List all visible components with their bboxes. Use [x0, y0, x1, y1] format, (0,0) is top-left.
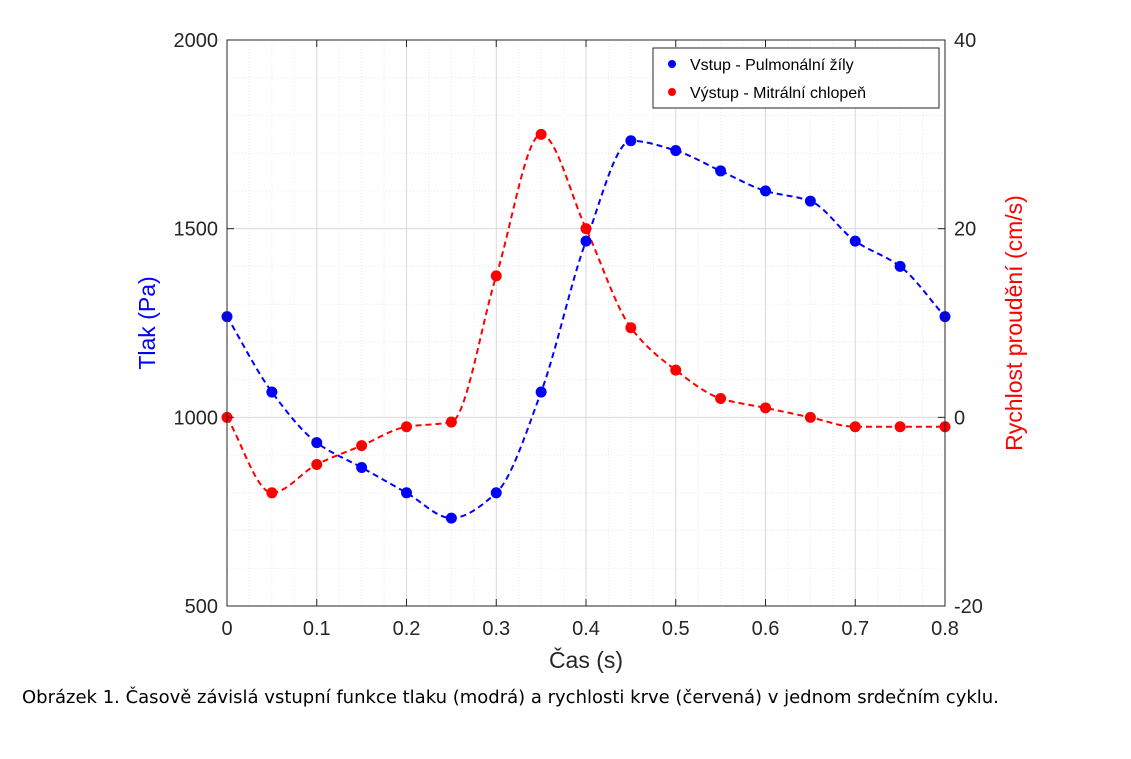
series-points	[221, 128, 951, 524]
axis-ticks: 0 0.1 0.2 0.3 0.4 0.5 0.6 0.7 0.8 500 1000 1500 2000…	[174, 30, 983, 640]
data-point-velocity	[625, 322, 637, 334]
x-tick-label: 0.7	[841, 618, 869, 640]
x-tick-label: 0	[221, 618, 232, 640]
data-point-pressure	[715, 165, 727, 177]
data-point-velocity	[580, 223, 592, 235]
data-point-velocity	[804, 411, 816, 423]
data-point-pressure	[445, 512, 457, 524]
x-tick-label: 0.2	[393, 618, 421, 640]
data-point-pressure	[670, 145, 682, 157]
y-left-tick-label: 500	[185, 596, 218, 618]
legend-label-pressure: Vstup - Pulmonální žíly	[690, 57, 854, 74]
y-axis-right-label: Rychlost proudění (cm/s)	[1001, 195, 1027, 451]
data-point-velocity	[445, 416, 457, 428]
y-right-tick-label: 20	[954, 219, 976, 241]
legend-box	[652, 47, 940, 109]
legend-marker-velocity	[668, 88, 676, 96]
y-axis-left-label: Tlak (Pa)	[134, 276, 160, 369]
data-point-pressure	[804, 195, 816, 207]
x-tick-label: 0.5	[662, 618, 690, 640]
data-point-pressure	[580, 235, 592, 247]
y-right-tick-label: -20	[954, 596, 983, 618]
series-line-pressure	[226, 139, 946, 520]
data-point-velocity	[760, 402, 771, 414]
data-point-velocity	[490, 270, 502, 282]
legend-marker-pressure	[668, 60, 676, 68]
x-tick-label: 0.4	[572, 618, 600, 640]
y-left-tick-label: 2000	[174, 30, 219, 52]
data-point-velocity	[849, 421, 861, 433]
data-point-pressure	[849, 235, 861, 247]
data-point-velocity	[356, 440, 368, 452]
x-tick-label: 0.6	[752, 618, 780, 640]
data-point-velocity	[535, 128, 547, 140]
data-point-velocity	[715, 392, 727, 404]
data-point-pressure	[894, 260, 906, 272]
data-point-pressure	[266, 386, 278, 398]
data-point-velocity	[401, 421, 412, 433]
data-point-velocity	[670, 364, 682, 376]
data-point-pressure	[490, 487, 502, 499]
x-tick-label: 0.8	[931, 618, 959, 640]
data-point-velocity	[266, 487, 278, 499]
x-tick-label: 0.3	[482, 618, 510, 640]
y-right-tick-label: 0	[954, 407, 965, 429]
data-point-pressure	[535, 386, 547, 398]
data-point-pressure	[401, 487, 412, 499]
data-point-velocity	[311, 459, 323, 470]
y-left-tick-label: 1500	[174, 219, 219, 241]
figure-caption: Obrázek 1. Časově závislá vstupní funkce…	[22, 687, 999, 708]
major-grid	[227, 40, 945, 606]
data-point-pressure	[760, 185, 771, 197]
legend-label-velocity: Výstup - Mitrální chlopeň	[690, 85, 866, 102]
minor-grid	[227, 40, 945, 606]
x-tick-label: 0.1	[303, 618, 331, 640]
data-point-pressure	[356, 462, 368, 474]
legend: Vstup - Pulmonální žíly Výstup - Mitráln…	[652, 47, 940, 109]
y-right-tick-label: 40	[954, 30, 976, 52]
data-point-pressure	[625, 135, 637, 147]
y-left-tick-label: 1000	[174, 407, 219, 429]
data-point-pressure	[311, 437, 323, 449]
data-point-velocity	[894, 421, 906, 433]
x-axis-label: Čas (s)	[549, 646, 623, 673]
